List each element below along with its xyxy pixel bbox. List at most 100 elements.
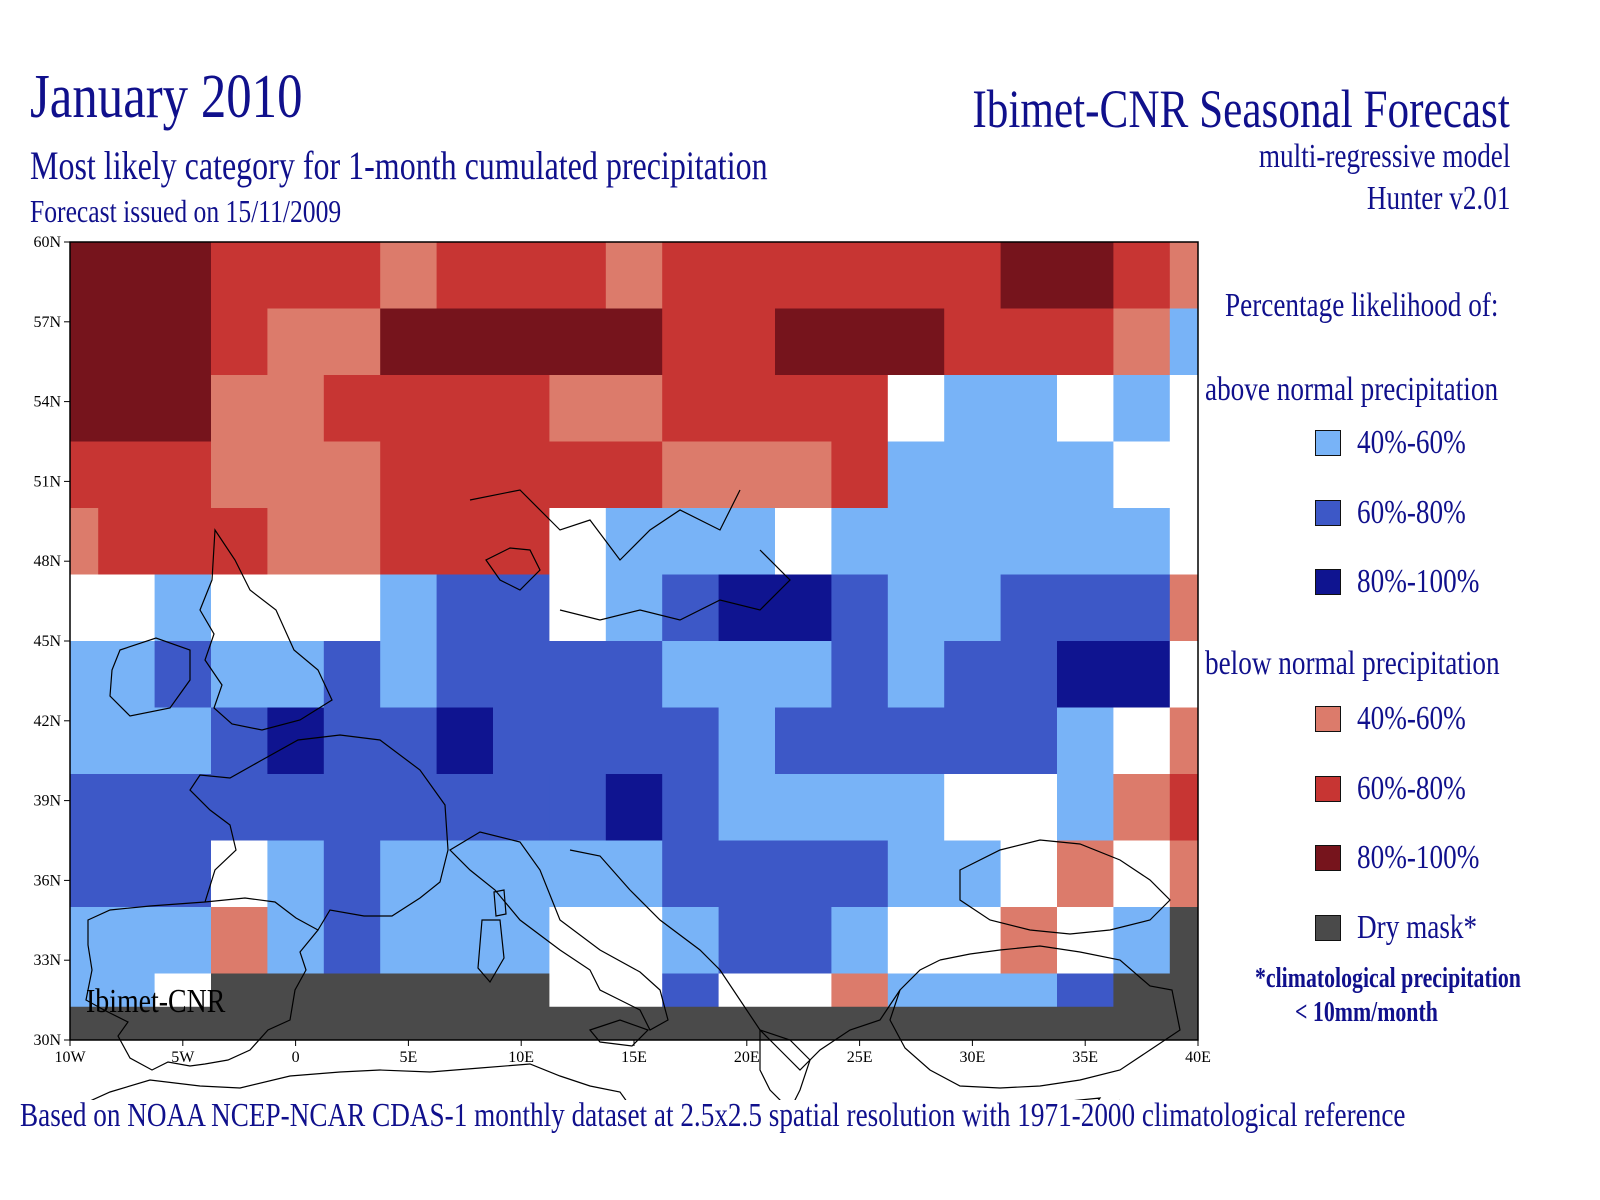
grid-cell [549,907,663,974]
legend-swatch [1315,845,1341,871]
grid-cell [380,242,438,309]
grid-cell [380,840,663,908]
lat-tick-label: 57N [33,314,61,331]
grid-cell [944,308,1114,376]
grid-cell [1169,774,1199,841]
grid-cell [775,308,945,376]
legend-label: 40%-60% [1357,700,1466,737]
grid-cell [436,242,607,309]
grid-cell [662,375,889,442]
lat-tick-label: 45N [33,633,61,650]
grid-cell [70,375,212,442]
coastline-baltic [559,549,791,621]
grid-cell [493,707,720,775]
grid-cell [323,907,381,974]
grid-cell [1057,907,1114,974]
grid-cell [211,308,268,376]
grid-cell [662,441,832,509]
grid-cell [887,840,1002,908]
grid-cell [831,574,889,642]
map-subtitle: Most likely category for 1-month cumulat… [30,143,768,188]
grid-cell [154,641,212,708]
grid-cell [605,508,776,575]
grid-cell [436,641,663,708]
legend-footnote: *climatological precipitation [1255,963,1521,994]
lat-tick-label: 30N [33,1032,61,1049]
grid-cell [70,774,550,841]
grid-cell [1000,907,1058,974]
legend: Percentage likelihood of: above normal p… [1205,275,1600,1075]
legend-label: 40%-60% [1357,424,1466,461]
grid-cell [1000,840,1058,908]
grid-cell [831,441,889,509]
lon-tick-label: 10E [508,1049,534,1066]
grid-cell [944,641,1058,708]
grid-cell [70,441,212,509]
grid-cell [211,242,381,309]
coastline-cyprus [1073,1097,1102,1100]
grid-cell [380,574,438,642]
coastline-greece [759,1029,811,1100]
grid-cell [549,574,607,642]
grid-cell [1057,774,1114,841]
grid-cell [831,641,889,708]
grid-cell [1113,707,1171,775]
lon-tick-label: 20E [734,1049,760,1066]
model-name: multi-regressive model [1258,138,1510,175]
legend-footnote-threshold: < 10mm/month [1295,997,1438,1028]
grid-cell [1169,375,1199,442]
legend-label: 80%-100% [1357,563,1480,600]
legend-below-40-60: 40%-60% [1315,699,1493,739]
legend-below-heading: below normal precipitation [1205,645,1500,682]
forecast-map: 10W 5W 0 5E 10E 15E 20E 25E 30E 35E 40E 60N 57N 54N 51… [0,230,1235,1100]
grid-cell [323,641,381,708]
grid-cell [1169,840,1199,908]
grid-cell [549,508,607,575]
grid-cell [267,308,381,376]
grid-cell [380,641,438,708]
grid-cell [662,907,720,974]
organization-title: Ibimet-CNR Seasonal Forecast [972,79,1511,139]
grid-cell [605,242,663,309]
lat-tick-label: 39N [33,793,61,810]
grid-cells [70,242,1199,1041]
legend-label: 80%-100% [1357,839,1480,876]
legend-swatch [1315,915,1341,941]
lon-tick-label: 10W [54,1049,86,1066]
grid-cell [1169,242,1199,309]
grid-cell [662,574,720,642]
grid-cell [70,508,99,575]
legend-label: 60%-80% [1357,770,1466,807]
grid-cell [662,308,776,376]
data-source-note: Based on NOAA NCEP-NCAR CDAS-1 monthly d… [20,1097,1406,1134]
grid-cell [323,375,550,442]
grid-cell [718,774,945,841]
grid-cell [718,574,832,642]
legend-above-80-100: 80%-100% [1315,562,1510,602]
grid-cell [1169,508,1199,575]
grid-cell [1057,641,1171,708]
lon-tick-label: 0 [292,1049,300,1066]
grid-cell [549,774,607,841]
grid-cell [1113,774,1171,841]
grid-cell [775,508,832,575]
legend-below-60-80: 60%-80% [1315,769,1493,809]
lon-tick-label: 5E [400,1049,418,1066]
lon-tick-label: 35E [1072,1049,1098,1066]
grid-cell [1113,375,1171,442]
grid-cell [718,707,776,775]
grid-cell [1057,375,1114,442]
grid-cell [605,574,663,642]
axis-ticks: 10W 5W 0 5E 10E 15E 20E 25E 30E 35E 40E 60N 57N 54N 51… [33,234,1210,1066]
grid-cell [944,375,1058,442]
coastline-scandinavia [469,489,741,561]
coastline-denmark [485,547,541,591]
legend-label: 60%-80% [1357,494,1466,531]
grid-cell [1113,242,1171,309]
grid-cell [831,508,1171,575]
map-title: January 2010 [30,63,303,131]
grid-cell [1000,574,1171,642]
grid-cell [323,840,381,908]
grid-cell [775,707,1058,775]
grid-cell [1113,441,1199,509]
